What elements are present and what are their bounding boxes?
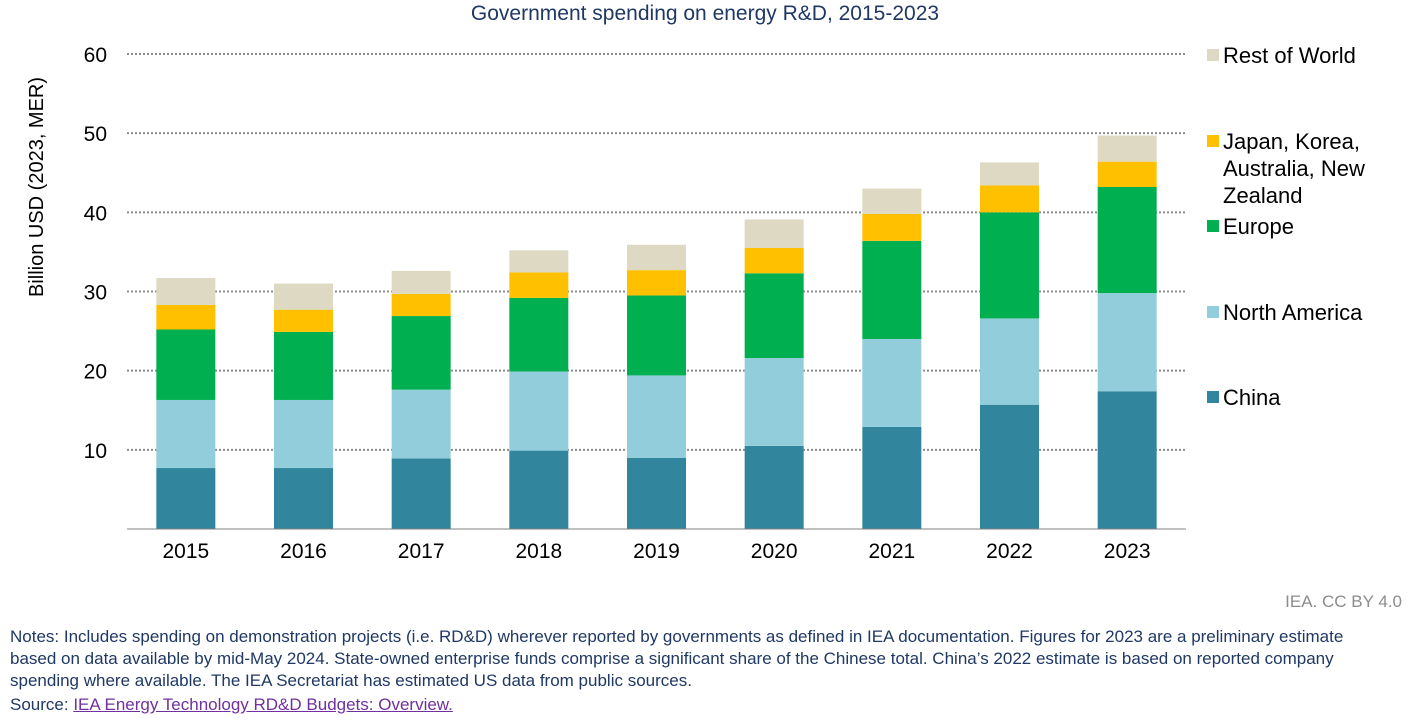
legend-swatch (1207, 49, 1219, 61)
y-tick-label: 50 (84, 123, 107, 146)
bar-segment (274, 399, 333, 469)
bar-segment (744, 219, 804, 248)
bar-segment (862, 339, 922, 427)
source-line: Source: IEA Energy Technology RD&D Budge… (10, 695, 453, 715)
legend-label: Europe (1223, 214, 1294, 239)
bar-segment (391, 293, 451, 317)
source-prefix: Source: (10, 695, 74, 714)
bars (156, 135, 1157, 529)
bar-segment (627, 295, 686, 376)
bar-segment (274, 468, 333, 529)
y-tick-label: 30 (84, 282, 107, 305)
bar-segment (980, 185, 1039, 213)
bar-segment (391, 270, 451, 294)
bar-segment (509, 450, 569, 529)
source-link[interactable]: IEA Energy Technology RD&D Budgets: Over… (73, 695, 453, 714)
x-tick-label: 2016 (280, 540, 327, 563)
bar-segment (1097, 187, 1157, 294)
bar-segment (744, 445, 804, 529)
bar-segment (862, 213, 922, 241)
bar-segment (1097, 161, 1157, 187)
legend-label: North America (1223, 300, 1363, 325)
bar-segment (509, 272, 569, 298)
legend-label: Japan, Korea, Australia, New Zealand (1223, 129, 1365, 208)
x-tick-label: 2023 (1104, 540, 1151, 563)
bar-segment (1097, 135, 1157, 162)
bar-segment (862, 426, 922, 529)
bar-segment (391, 458, 451, 529)
y-tick-label: 10 (84, 440, 107, 463)
bar-segment (980, 318, 1039, 405)
bar-segment (862, 188, 922, 214)
legend-label: China (1223, 385, 1281, 410)
bar-segment (274, 309, 333, 332)
bar-segment (744, 358, 804, 446)
x-tick-labels: 2015 2016 2017 2018 2019 2020 2021 2022 2023 (162, 540, 1150, 563)
bar-segment (274, 331, 333, 400)
bar-segment (1097, 293, 1157, 392)
legend: Rest of World Japan, Korea, Australia, New… (1207, 43, 1365, 410)
x-tick-label: 2018 (515, 540, 562, 563)
bar-segment (274, 283, 333, 310)
bar-segment (1097, 391, 1157, 529)
bar-segment (509, 297, 569, 372)
bar-segment (156, 278, 216, 305)
bar-segment (980, 404, 1039, 529)
chart-notes: Notes: Includes spending on demonstratio… (10, 627, 1344, 690)
legend-swatch (1207, 135, 1219, 147)
x-tick-label: 2022 (986, 540, 1033, 563)
bar-segment (627, 457, 686, 529)
bar-segment (627, 270, 686, 296)
y-tick-label: 40 (84, 202, 107, 225)
bar-segment (156, 304, 216, 330)
legend-label: Rest of World (1223, 43, 1356, 68)
bar-segment (391, 316, 451, 390)
bar-segment (627, 244, 686, 271)
bar-segment (744, 247, 804, 274)
y-axis-title: Billion USD (2023, MER) (26, 77, 48, 297)
bar-segment (980, 162, 1039, 186)
stacked-bar-chart: 10 20 30 40 50 60 2015 2016 2017 2018 2019 2020 202… (26, 43, 1365, 563)
x-tick-label: 2017 (398, 540, 445, 563)
legend-swatch (1207, 306, 1219, 318)
bar-segment (156, 468, 216, 529)
x-tick-label: 2015 (162, 540, 209, 563)
bar-segment (391, 389, 451, 459)
bar-segment (980, 212, 1039, 319)
legend-swatch (1207, 220, 1219, 232)
x-tick-label: 2020 (751, 540, 798, 563)
bar-segment (509, 250, 569, 273)
x-tick-label: 2019 (633, 540, 680, 563)
chart-title: Government spending on energy R&D, 2015-… (470, 2, 940, 25)
bar-segment (744, 273, 804, 358)
bar-segment (156, 399, 216, 469)
y-tick-label: 20 (84, 361, 107, 384)
y-tick-labels: 10 20 30 40 50 60 (84, 44, 107, 463)
legend-swatch (1207, 391, 1219, 403)
bar-segment (862, 240, 922, 339)
bar-segment (509, 371, 569, 451)
license-credit: IEA. CC BY 4.0 (1285, 592, 1402, 611)
y-tick-label: 60 (84, 44, 107, 67)
bar-segment (627, 375, 686, 458)
x-tick-label: 2021 (868, 540, 915, 563)
bar-segment (156, 329, 216, 400)
